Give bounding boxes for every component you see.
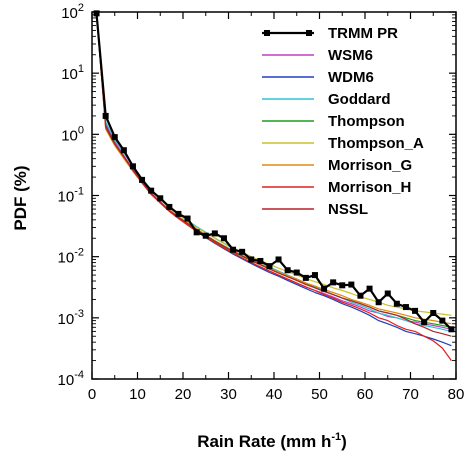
legend-label-morrison-g: Morrison_G — [328, 157, 412, 174]
data-point-trmm-pr — [93, 10, 100, 17]
data-point-trmm-pr — [129, 163, 136, 170]
x-tick-label: 70 — [402, 386, 419, 403]
data-point-trmm-pr — [357, 292, 364, 299]
data-point-trmm-pr — [239, 248, 246, 255]
x-axis-title-main: Rain Rate (mm h — [197, 432, 331, 451]
data-point-trmm-pr — [102, 112, 109, 119]
y-tick-label: 10-2 — [58, 247, 84, 267]
x-tick-label: 60 — [357, 386, 374, 403]
data-point-trmm-pr — [148, 187, 155, 194]
x-tick-label: 80 — [448, 386, 465, 403]
data-point-trmm-pr — [284, 267, 291, 274]
series-line-trmm-pr — [95, 13, 453, 331]
x-tick-label: 0 — [88, 386, 96, 403]
legend-label-trmm-pr: TRMM PR — [328, 25, 398, 42]
data-point-trmm-pr — [293, 269, 300, 276]
data-point-trmm-pr — [257, 257, 264, 264]
data-point-trmm-pr — [193, 229, 200, 236]
data-point-trmm-pr — [120, 147, 127, 154]
data-point-trmm-pr — [211, 230, 218, 237]
data-point-trmm-pr — [139, 176, 146, 183]
data-point-trmm-pr — [375, 299, 382, 306]
data-point-trmm-pr — [348, 281, 355, 288]
legend-label-wdm6: WDM6 — [328, 69, 374, 86]
x-tick-label: 50 — [311, 386, 328, 403]
data-point-trmm-pr — [302, 274, 309, 281]
data-point-trmm-pr — [248, 256, 255, 263]
legend-label-morrison-h: Morrison_H — [328, 179, 411, 196]
y-tick-label: 100 — [61, 124, 84, 144]
data-point-trmm-pr — [175, 210, 182, 217]
legend-marker-trmm-pr — [306, 30, 312, 36]
data-point-trmm-pr — [402, 304, 409, 311]
data-point-trmm-pr — [166, 203, 173, 210]
data-point-trmm-pr — [448, 326, 455, 333]
legend-label-nssl: NSSL — [328, 201, 368, 218]
data-point-trmm-pr — [275, 256, 282, 263]
x-axis-title: Rain Rate (mm h-1) — [197, 431, 347, 451]
series-line-morrison-h — [95, 13, 452, 361]
y-tick-label: 10-4 — [58, 369, 84, 389]
data-point-trmm-pr — [393, 300, 400, 307]
data-point-trmm-pr — [220, 235, 227, 242]
x-tick-label: 30 — [220, 386, 237, 403]
legend-label-thompson-a: Thompson_A — [328, 135, 424, 152]
data-point-trmm-pr — [412, 307, 419, 314]
data-point-trmm-pr — [111, 134, 118, 141]
data-point-trmm-pr — [339, 282, 346, 289]
data-point-trmm-pr — [430, 309, 437, 316]
x-axis-title-sup: -1 — [331, 431, 341, 443]
x-tick-label: 10 — [129, 386, 146, 403]
data-point-trmm-pr — [230, 246, 237, 253]
legend-label-goddard: Goddard — [328, 91, 391, 108]
data-point-trmm-pr — [311, 272, 318, 279]
data-point-trmm-pr — [266, 263, 273, 270]
y-axis-title: PDF (%) — [11, 165, 30, 230]
series-lines — [93, 10, 455, 361]
y-tick-label: 101 — [61, 63, 84, 83]
data-point-trmm-pr — [384, 290, 391, 297]
data-point-trmm-pr — [202, 232, 209, 239]
x-axis-title-close: ) — [341, 432, 347, 451]
data-point-trmm-pr — [330, 279, 337, 286]
data-point-trmm-pr — [439, 317, 446, 324]
data-point-trmm-pr — [157, 195, 164, 202]
legend: TRMM PR WSM6 WDM6 Goddard Thompson Thompson_A… — [262, 25, 424, 218]
y-tick-label: 10-3 — [58, 308, 84, 328]
x-tick-label: 40 — [266, 386, 283, 403]
y-tick-label: 10-1 — [58, 186, 84, 206]
y-tick-label: 102 — [61, 2, 84, 22]
legend-marker-trmm-pr — [264, 30, 270, 36]
legend-label-wsm6: WSM6 — [328, 47, 373, 64]
data-point-trmm-pr — [421, 319, 428, 326]
data-point-trmm-pr — [184, 215, 191, 222]
data-point-trmm-pr — [366, 285, 373, 292]
data-point-trmm-pr — [321, 285, 328, 292]
series-line-nssl — [95, 13, 452, 337]
x-tick-label: 20 — [175, 386, 192, 403]
axis-ticks: 0 10 20 30 40 50 60 70 80 102 101 100 10-1 10-2 10-3 10… — [58, 2, 465, 403]
legend-label-thompson: Thompson — [328, 113, 405, 130]
